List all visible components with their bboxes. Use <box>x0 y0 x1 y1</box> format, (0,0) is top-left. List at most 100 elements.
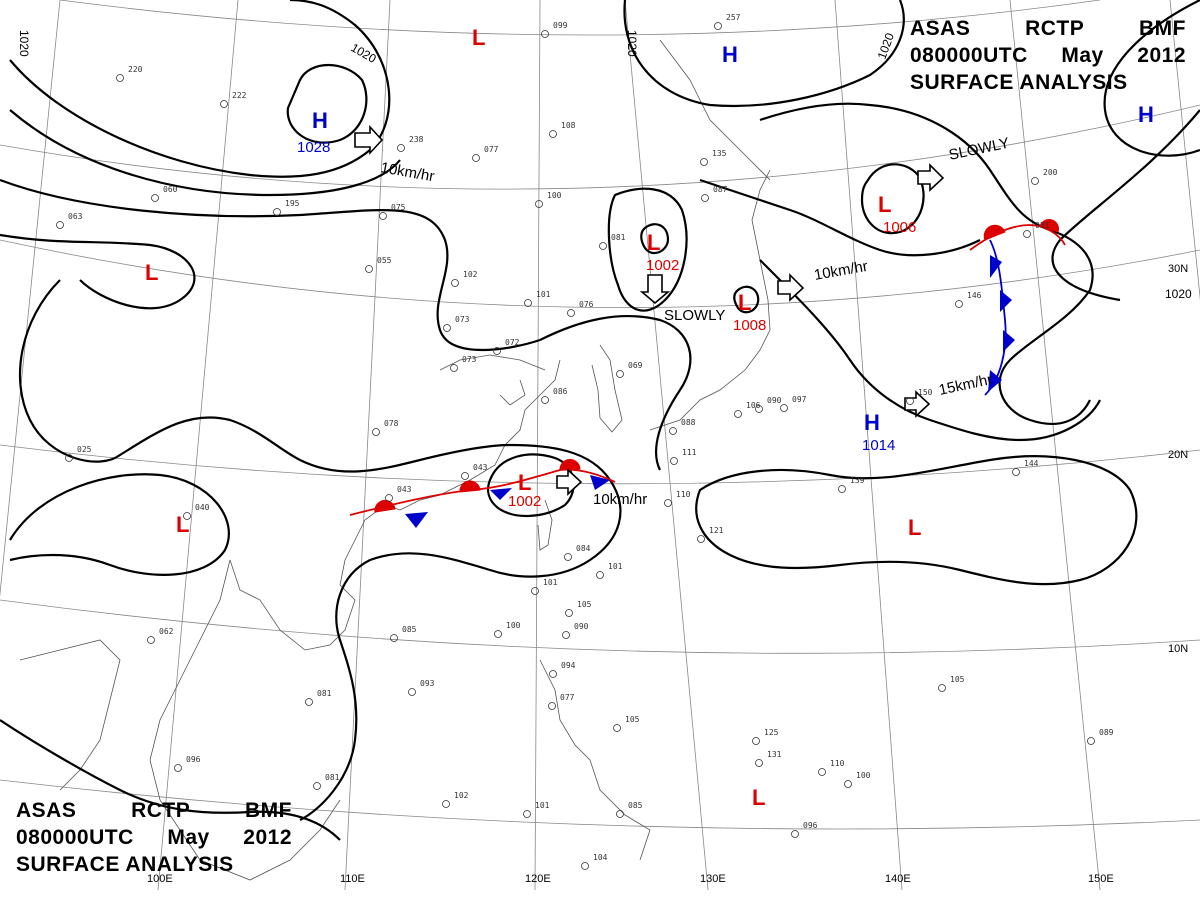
station-pressure: 081 <box>611 233 626 242</box>
station-circle <box>1031 177 1039 185</box>
header-product: SURFACE ANALYSIS <box>910 71 1128 94</box>
station-pressure: 085 <box>628 801 643 810</box>
station-circle <box>493 347 501 355</box>
isobar-1016-b <box>0 233 196 310</box>
isobar-1008-low1008 <box>733 285 760 314</box>
station-circle <box>906 397 914 405</box>
station-pressure: 100 <box>856 771 871 780</box>
longitude-label: 130E <box>700 873 726 885</box>
low-pressure-center: L <box>738 290 751 315</box>
station-pressure: 108 <box>561 121 576 130</box>
coast-philippines <box>539 659 651 861</box>
station-circle <box>1023 230 1031 238</box>
station-plot: 125 <box>752 728 779 745</box>
motion-arrows <box>354 124 945 496</box>
low-pressure-center: L <box>908 515 921 540</box>
high-pressure-center: H <box>1138 102 1154 127</box>
station-circle <box>664 499 672 507</box>
station-pressure: 096 <box>803 821 818 830</box>
cold-front-pip-1 <box>405 512 428 528</box>
station-plot: 146 <box>955 291 982 308</box>
station-pressure: 086 <box>553 387 568 396</box>
station-plot: 238 <box>397 135 424 152</box>
meridian-100e <box>157 0 239 891</box>
isobar-1020-north <box>9 0 391 178</box>
high-pressure-center: H <box>864 410 880 435</box>
motion-arrow-2 <box>639 274 671 305</box>
isobar-1020-east <box>1051 109 1200 302</box>
station-circle <box>273 208 281 216</box>
coast-indochina <box>149 559 341 881</box>
station-pressure: 106 <box>746 401 761 410</box>
station-circle <box>697 535 705 543</box>
station-circle <box>372 428 380 436</box>
warm-front-pip-4 <box>983 224 1006 241</box>
station-pressure: 081 <box>325 773 340 782</box>
warm-front-pip-3 <box>559 459 581 471</box>
station-circle <box>390 634 398 642</box>
station-circle <box>670 457 678 465</box>
station-circle <box>938 684 946 692</box>
header-month: May <box>1061 44 1104 67</box>
isobar-1004-low1002 <box>640 223 670 255</box>
station-pressure: 081 <box>317 689 332 698</box>
station-pressure: 111 <box>682 448 697 457</box>
station-pressure: 031 <box>1035 221 1050 230</box>
station-pressure: 195 <box>285 199 300 208</box>
station-circle <box>541 30 549 38</box>
station-pressure: 104 <box>593 853 608 862</box>
isobar-label: 1020 <box>349 40 379 66</box>
station-plot: 073 <box>450 355 477 372</box>
station-plot: 069 <box>616 361 643 378</box>
cold-front-pip-4 <box>990 255 1002 278</box>
station-pressure: 089 <box>1099 728 1114 737</box>
station-plot: 105 <box>613 715 640 732</box>
station-plot: 085 <box>390 625 417 642</box>
station-plot: 055 <box>365 256 392 273</box>
station-pressure: 077 <box>484 145 499 154</box>
station-circle <box>65 454 73 462</box>
station-plot: 102 <box>442 791 469 808</box>
longitude-label: 150E <box>1088 873 1114 885</box>
station-circle <box>564 553 572 561</box>
station-circle <box>701 194 709 202</box>
station-pressure: 100 <box>506 621 521 630</box>
station-plot: 078 <box>372 419 399 436</box>
parallel-40n <box>0 104 1200 190</box>
station-pressure: 150 <box>918 388 933 397</box>
latitude-label: 20N <box>1168 449 1188 461</box>
station-circle <box>541 396 549 404</box>
station-circle <box>549 130 557 138</box>
station-pressure: 146 <box>967 291 982 300</box>
station-circle <box>147 636 155 644</box>
station-circle <box>397 144 405 152</box>
central-pressure: 1028 <box>297 139 330 156</box>
coast-japan <box>649 169 771 431</box>
motion-arrow-5 <box>556 468 583 496</box>
station-circle <box>791 830 799 838</box>
station-plot: 073 <box>443 315 470 332</box>
station-pressure: 238 <box>409 135 424 144</box>
station-plot: 100 <box>844 771 871 788</box>
isobars <box>0 0 1200 841</box>
station-circle <box>780 404 788 412</box>
central-pressure: 1006 <box>883 219 916 236</box>
station-circle <box>535 200 543 208</box>
station-pressure: 075 <box>391 203 406 212</box>
station-pressure: 093 <box>420 679 435 688</box>
station-circle <box>565 609 573 617</box>
station-circle <box>450 364 458 372</box>
station-pressure: 060 <box>163 185 178 194</box>
station-plot: 094 <box>549 661 576 678</box>
station-circle <box>116 74 124 82</box>
station-pressure: 085 <box>402 625 417 634</box>
footer-month: May <box>167 826 210 849</box>
station-plot: 084 <box>564 544 591 561</box>
station-plot: 096 <box>791 821 818 838</box>
coast-bohai <box>499 379 526 406</box>
cold-front-pip-7 <box>988 370 1002 392</box>
header-time: 080000UTC <box>910 44 1028 67</box>
station-circle <box>714 22 722 30</box>
station-plot: 096 <box>174 755 201 772</box>
